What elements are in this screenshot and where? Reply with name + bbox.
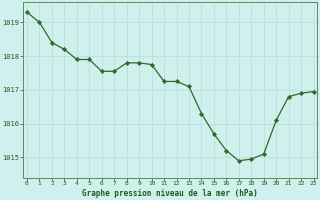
X-axis label: Graphe pression niveau de la mer (hPa): Graphe pression niveau de la mer (hPa) <box>83 189 258 198</box>
